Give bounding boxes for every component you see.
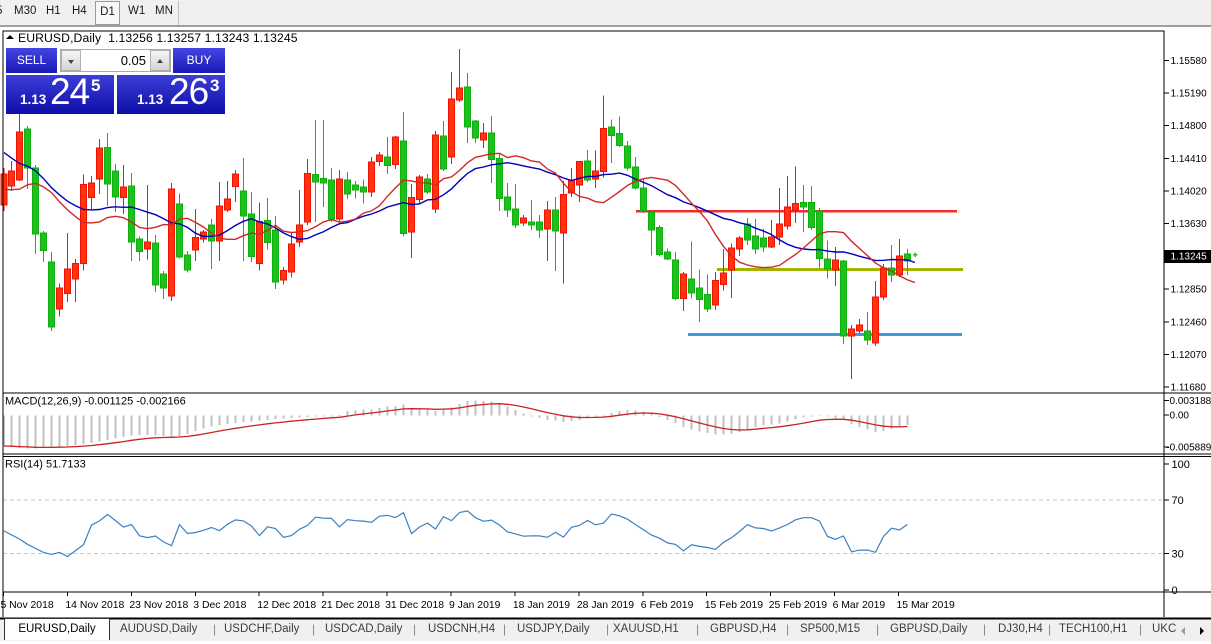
svg-text:25 Feb 2019: 25 Feb 2019 xyxy=(769,600,828,611)
svg-text:0.00: 0.00 xyxy=(1170,411,1190,422)
svg-text:RSI(14) 51.7133: RSI(14) 51.7133 xyxy=(5,459,86,471)
svg-text:15 Mar 2019: 15 Mar 2019 xyxy=(897,600,956,611)
svg-text:1.12850: 1.12850 xyxy=(1171,285,1208,296)
svg-text:12 Dec 2018: 12 Dec 2018 xyxy=(257,600,316,611)
svg-text:1.13245: 1.13245 xyxy=(1171,252,1208,263)
svg-text:31 Dec 2018: 31 Dec 2018 xyxy=(385,600,444,611)
svg-text:1.14020: 1.14020 xyxy=(1171,186,1208,197)
svg-text:6 Mar 2019: 6 Mar 2019 xyxy=(833,600,886,611)
svg-text:5 Nov 2018: 5 Nov 2018 xyxy=(1,600,54,611)
svg-text:1.14410: 1.14410 xyxy=(1171,154,1208,165)
svg-text:-0.005889: -0.005889 xyxy=(1166,442,1211,453)
svg-text:MACD(12,26,9) -0.001125 -0.002: MACD(12,26,9) -0.001125 -0.002166 xyxy=(5,396,186,408)
svg-text:3 Dec 2018: 3 Dec 2018 xyxy=(193,600,246,611)
svg-text:0: 0 xyxy=(1172,585,1178,597)
svg-text:100: 100 xyxy=(1172,459,1190,471)
svg-text:70: 70 xyxy=(1172,495,1184,507)
svg-text:1.14800: 1.14800 xyxy=(1171,121,1208,132)
svg-text:30: 30 xyxy=(1172,549,1184,561)
svg-text:14 Nov 2018: 14 Nov 2018 xyxy=(65,600,124,611)
svg-text:1.12460: 1.12460 xyxy=(1171,317,1208,328)
svg-text:1.11680: 1.11680 xyxy=(1171,383,1207,394)
svg-text:1.12070: 1.12070 xyxy=(1171,350,1208,361)
svg-text:1.15190: 1.15190 xyxy=(1171,88,1208,99)
svg-text:1.13630: 1.13630 xyxy=(1171,219,1208,230)
svg-text:23 Nov 2018: 23 Nov 2018 xyxy=(129,600,188,611)
svg-text:21 Dec 2018: 21 Dec 2018 xyxy=(321,600,380,611)
svg-text:6 Feb 2019: 6 Feb 2019 xyxy=(641,600,694,611)
svg-text:15 Feb 2019: 15 Feb 2019 xyxy=(705,600,764,611)
svg-text:28 Jan 2019: 28 Jan 2019 xyxy=(577,600,634,611)
svg-text:9 Jan 2019: 9 Jan 2019 xyxy=(449,600,501,611)
svg-text:18 Jan 2019: 18 Jan 2019 xyxy=(513,600,570,611)
svg-text:0.003188: 0.003188 xyxy=(1170,396,1211,407)
svg-text:1.15580: 1.15580 xyxy=(1171,56,1208,67)
